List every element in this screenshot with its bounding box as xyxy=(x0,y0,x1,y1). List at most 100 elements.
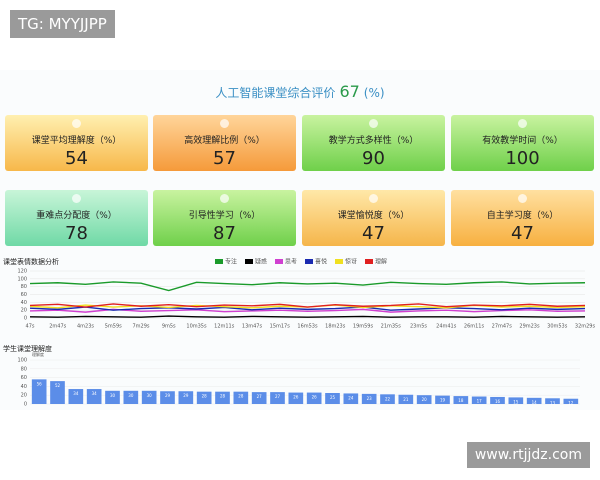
x-tick-label: 12m11s xyxy=(214,324,235,330)
bar-value-label: 27 xyxy=(275,394,281,399)
metric-card: 教学方式多样性（%） 90 xyxy=(302,115,445,171)
y-tick-label: 100 xyxy=(17,276,27,282)
x-tick-label: 5m59s xyxy=(105,324,122,330)
x-tick-label: 26m11s xyxy=(464,324,485,330)
bar xyxy=(123,390,139,404)
card-value: 78 xyxy=(65,223,88,244)
y-tick-label: 80 xyxy=(21,284,27,290)
bar xyxy=(325,393,340,404)
bar xyxy=(288,392,304,404)
bar xyxy=(306,392,322,404)
metric-card: 课堂愉悦度（%） 47 xyxy=(302,190,445,246)
bar-value-label: 14 xyxy=(532,400,538,405)
x-tick-label: 19m59s xyxy=(353,324,374,330)
bar-value-label: 15 xyxy=(513,399,519,404)
card-value: 47 xyxy=(511,223,534,244)
card-label: 引导性学习（%） xyxy=(188,211,261,221)
bar-value-label: 26 xyxy=(312,395,318,400)
x-tick-label: 9m5s xyxy=(162,324,176,330)
bar-value-label: 30 xyxy=(128,393,134,398)
legend-label: 理解 xyxy=(375,258,387,266)
series-line xyxy=(29,303,586,308)
bar xyxy=(160,391,175,404)
x-tick-label: 27m47s xyxy=(492,324,513,330)
bar-value-label: 22 xyxy=(385,396,391,401)
bar-value-label: 20 xyxy=(422,397,428,402)
bar xyxy=(471,396,487,404)
card-icon xyxy=(72,194,81,203)
bar-value-label: 26 xyxy=(293,395,299,400)
bar xyxy=(398,394,414,404)
legend-swatch xyxy=(245,259,253,264)
metric-card: 有效教学时间（%） 100 xyxy=(451,115,594,171)
y-tick-label: 100 xyxy=(17,358,27,364)
legend-swatch xyxy=(275,259,283,264)
bar xyxy=(343,393,359,404)
x-tick-label: 15m17s xyxy=(270,324,291,330)
y-tick-label: 40 xyxy=(21,300,27,306)
card-value: 87 xyxy=(213,223,236,244)
bar xyxy=(68,389,84,404)
bar-value-label: 34 xyxy=(92,391,98,396)
bar xyxy=(105,390,120,404)
bar-value-label: 28 xyxy=(220,394,226,399)
bar xyxy=(508,397,524,404)
x-tick-label: 2m47s xyxy=(49,324,66,330)
bar xyxy=(563,398,579,404)
legend-label: 喜悦 xyxy=(315,258,327,266)
card-icon xyxy=(369,194,378,203)
bar-value-label: 30 xyxy=(147,393,153,398)
y-tick-label: 0 xyxy=(24,316,27,322)
metric-card: 引导性学习（%） 87 xyxy=(153,190,296,246)
y-tick-label: 20 xyxy=(21,393,27,399)
x-tick-label: 4m23s xyxy=(77,324,94,330)
card-value: 54 xyxy=(65,148,88,169)
chart-title: 学生课堂理解度 xyxy=(3,344,52,353)
bar-value-label: 52 xyxy=(55,383,61,388)
watermark: TG: MYYJJPP xyxy=(10,10,115,38)
x-tick-label: 30m53s xyxy=(547,324,568,330)
bar-value-label: 16 xyxy=(495,399,501,404)
x-tick-label: 10m35s xyxy=(186,324,207,330)
bar-value-label: 29 xyxy=(165,393,171,398)
bar xyxy=(141,390,157,404)
watermark: www.rtjjdz.com xyxy=(466,442,590,468)
card-label: 有效教学时间（%） xyxy=(482,136,563,146)
bar-value-label: 17 xyxy=(477,399,483,404)
bar-value-label: 21 xyxy=(403,397,409,402)
bar-value-label: 28 xyxy=(202,394,208,399)
legend-label: 思考 xyxy=(285,258,297,266)
card-label: 教学方式多样性（%） xyxy=(328,136,419,146)
bar-value-label: 24 xyxy=(348,395,354,400)
y-tick-label: 60 xyxy=(21,375,27,381)
card-label: 课堂愉悦度（%） xyxy=(337,211,410,221)
x-tick-label: 29m23s xyxy=(519,324,540,330)
bar xyxy=(361,393,377,404)
bar xyxy=(435,395,450,404)
y-tick-label: 60 xyxy=(21,292,27,298)
chart-title: 课堂表情数据分析 xyxy=(3,257,59,266)
card-value: 100 xyxy=(505,148,540,169)
bar-value-label: 25 xyxy=(330,395,336,400)
bar xyxy=(178,391,194,404)
bar-value-label: 28 xyxy=(238,394,244,399)
bar-value-label: 29 xyxy=(183,393,189,398)
y-tick-label: 40 xyxy=(21,384,27,390)
x-tick-label: 16m53s xyxy=(297,324,318,330)
bar xyxy=(215,391,230,404)
card-icon xyxy=(518,119,527,128)
overall-score: 67 xyxy=(339,82,360,101)
legend-label: 专注 xyxy=(225,258,237,266)
card-icon xyxy=(72,119,81,128)
metric-card: 自主学习度（%） 47 xyxy=(451,190,594,246)
bar-value-label: 34 xyxy=(73,391,79,396)
legend-swatch xyxy=(335,259,343,264)
bar-value-label: 23 xyxy=(367,396,373,401)
bar-value-label: 56 xyxy=(37,381,43,386)
bar xyxy=(86,389,102,404)
bar xyxy=(545,398,560,404)
x-tick-label: 32m29s xyxy=(575,324,596,330)
legend-swatch xyxy=(215,259,223,264)
card-value: 47 xyxy=(362,223,385,244)
